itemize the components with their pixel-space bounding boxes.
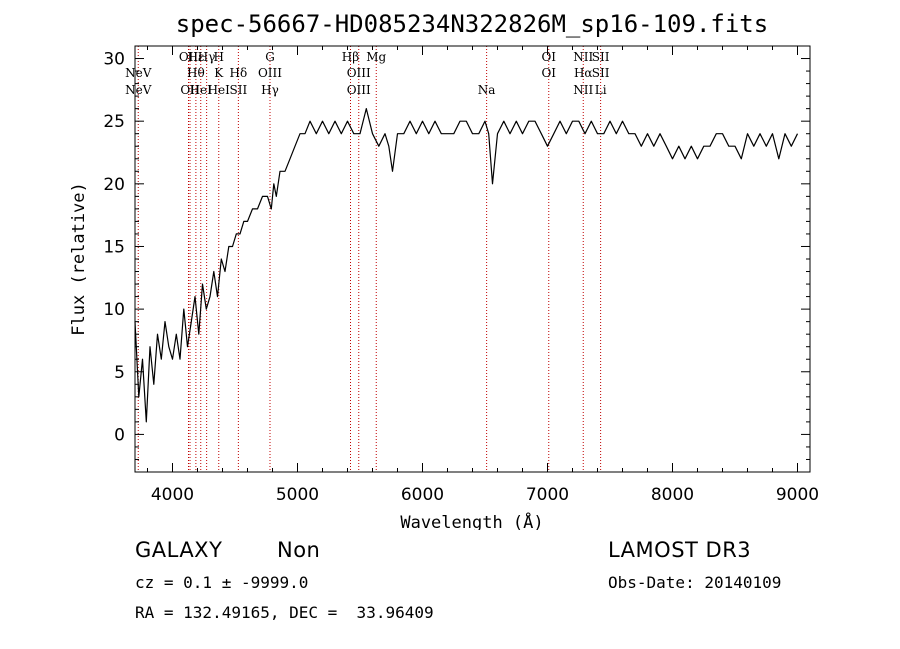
spectral-line-label: SII [592,66,610,80]
x-tick-label: 8000 [651,485,694,505]
spectral-line-label: G [265,50,275,64]
observation-date: Obs-Date: 20140109 [608,573,782,592]
spectral-line-label: OI [541,50,556,64]
redshift-readout: cz = 0.1 ± -9999.0 [135,573,309,592]
y-tick-label: 10 [103,300,125,320]
spectral-line-label: HeI [190,83,213,97]
plot-frame [134,45,811,473]
spectral-line-label: SII [592,50,610,64]
spectral-line-label: OII [179,50,199,64]
spectral-line-label: Mg [366,50,386,64]
object-subclass: Non [277,538,321,562]
x-tick-label: 9000 [776,485,819,505]
object-class: GALAXY [135,538,223,562]
spectral-line-label: HeI [208,83,231,97]
spectral-line-label: OIII [347,66,371,80]
spectral-line-label: SII [230,83,248,97]
x-axis: 4000 5000 6000 7000 8000 9000 [147,46,819,505]
y-tick-label: 20 [103,175,125,195]
y-axis: 0 5 10 15 20 25 30 [103,50,810,460]
x-tick-label: 4000 [151,485,194,505]
x-tick-label: 6000 [401,485,444,505]
spectral-line-label: Hγ [198,50,216,64]
spectral-line-label: Hδ [230,66,248,80]
spectral-line-label: NII [573,83,593,97]
spectral-line-label: NeV [125,66,152,80]
spectral-line-label: Hγ [261,83,279,97]
survey-name: LAMOST DR3 [608,538,752,562]
y-tick-label: 30 [103,50,125,70]
spectral-line-label: Na [478,83,496,97]
spectrum-line [134,107,799,423]
y-tick-label: 5 [114,363,125,383]
spectral-line-label: Hε [188,50,205,64]
y-tick-label: 25 [103,112,125,132]
x-axis-label: Wavelength (Å) [400,511,543,530]
spectral-line-label: K [214,66,224,80]
spectral-line-label: Hβ [342,50,359,64]
spectral-line-label: NII [573,50,593,64]
spectral-line-label: H [214,50,224,64]
y-axis-label: Flux (relative) [69,182,89,336]
spectrum-chart: spec-56667-HD085234N322826M_sp16-109.fit… [69,10,819,530]
spectral-line-label: OII [180,83,200,97]
y-tick-label: 0 [114,425,125,445]
spectral-line-label: NeV [125,83,152,97]
spectral-line-label: Hα [574,66,593,80]
x-tick-label: 7000 [526,485,569,505]
spectrum-series [134,107,799,423]
spectral-line-label: Li [595,83,607,97]
chart-title: spec-56667-HD085234N322826M_sp16-109.fit… [176,10,768,38]
x-tick-label: 5000 [276,485,319,505]
spectral-line-label: Hθ [187,66,205,80]
spectral-line-label: OI [541,66,556,80]
spectral-line-label: OIII [258,66,282,80]
spectral-line-markers: NeVNeVOIIOIIHεHθHeIHγHKHeIHδSIIGOIIIHγHβ… [125,46,610,472]
y-tick-label: 15 [103,237,125,257]
coordinates-readout: RA = 132.49165, DEC = 33.96409 [135,603,434,622]
spectral-line-label: OIII [347,83,371,97]
